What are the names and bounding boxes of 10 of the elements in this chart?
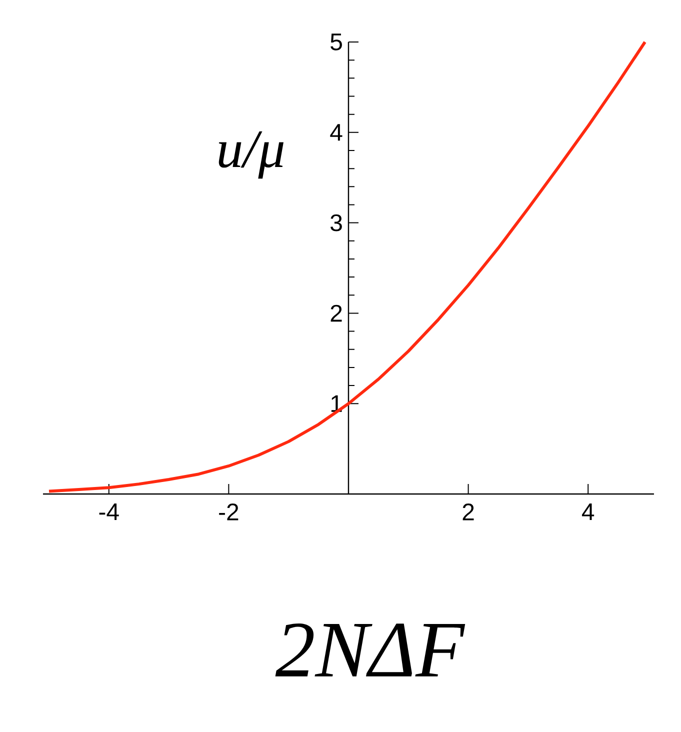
x-tick-label: -4 <box>99 504 119 520</box>
y-axis-title: u/μ <box>218 131 284 179</box>
y-tick-label: 3 <box>330 214 342 232</box>
x-tick-label: 2 <box>462 504 474 520</box>
y-tick-label: 2 <box>330 304 342 322</box>
x-tick-label: 4 <box>582 504 594 520</box>
y-tick-label: 4 <box>330 124 342 141</box>
y-tick-label: 5 <box>330 34 342 50</box>
x-axis-title: 2NΔF <box>275 623 466 676</box>
x-tick-label: -2 <box>219 504 238 520</box>
